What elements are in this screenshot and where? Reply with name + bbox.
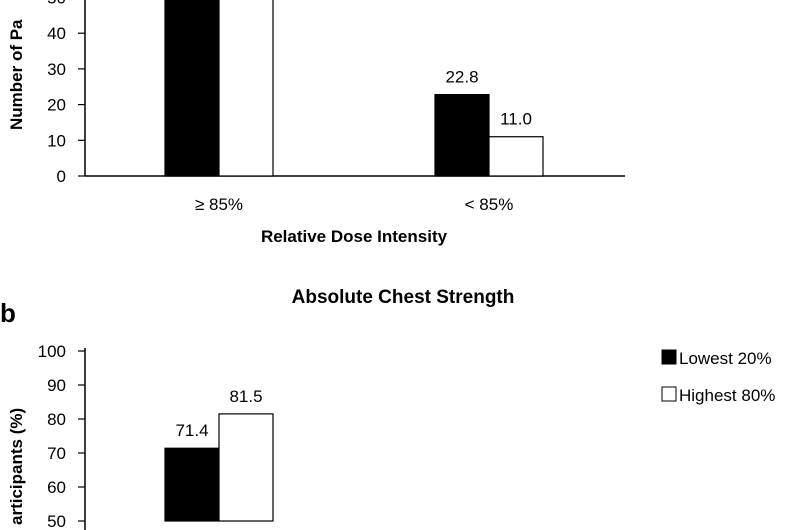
panelA-bar-highest [218, 0, 274, 177]
panelA-xtick-label: < 85% [465, 195, 514, 214]
panelB-ytick-label: 60 [47, 478, 66, 497]
panelB-ytick-label: 70 [47, 444, 66, 463]
panel-b-title: Absolute Chest Strength [292, 287, 515, 308]
panelA-data-label: 11.0 [500, 110, 532, 129]
panelA-bar-lowest [164, 0, 220, 177]
panelA-ytick-label: 20 [47, 96, 66, 115]
panelA-ytick-label: 40 [47, 24, 66, 43]
panelB-ytick-label: 90 [47, 376, 66, 395]
panelB-bar-lowest [164, 447, 220, 522]
panelA-ytick-label: 0 [57, 167, 66, 186]
panelA-ytick-label: 50 [47, 0, 66, 8]
panel-a-ylabel: Number of Pa [7, 19, 26, 130]
legend-swatch-lowest [661, 349, 677, 365]
panelA-data-label: 22.8 [445, 68, 478, 87]
panel-b: b Absolute Chest Strength articipants (%… [0, 287, 775, 530]
panel-b-ylabel: articipants (%) [7, 408, 26, 525]
panel-a: Number of Pa 0 10 20 30 40 50 22.8 11.0 ≥ 85% <… [7, 0, 625, 246]
panel-a-xlabel: Relative Dose Intensity [261, 227, 448, 246]
panelB-ytick-label: 80 [47, 410, 66, 429]
legend-swatch-highest [661, 386, 677, 402]
panelB-bar-highest [218, 413, 274, 522]
panelB-ytick-label: 50 [47, 512, 66, 530]
legend: Lowest 20% Highest 80% [661, 349, 775, 405]
legend-label-lowest: Lowest 20% [679, 349, 772, 368]
panelB-data-label: 81.5 [229, 387, 262, 406]
legend-label-highest: Highest 80% [679, 386, 775, 405]
panelA-ytick-label: 10 [47, 131, 66, 150]
panelA-xtick-label: ≥ 85% [195, 195, 243, 214]
panelA-bar-highest [488, 136, 544, 177]
panelA-ytick-label: 30 [47, 60, 66, 79]
panelB-data-label: 71.4 [175, 421, 208, 440]
panel-b-letter: b [0, 298, 16, 328]
panelB-ytick-label: 100 [38, 342, 66, 361]
panelA-bar-lowest [434, 94, 490, 177]
